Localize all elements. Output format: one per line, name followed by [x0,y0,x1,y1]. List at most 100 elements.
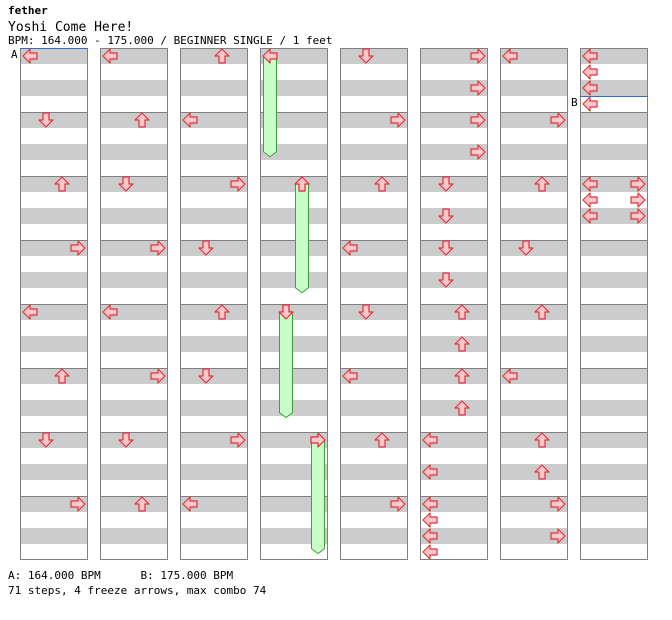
beat-band [100,464,168,480]
beat-band [180,208,248,224]
beat-band [500,464,568,480]
measure-line [260,432,328,433]
beat-band [420,272,488,288]
beat-band [100,528,168,544]
arrow-down-icon [118,432,134,448]
arrow-left-icon [22,304,38,320]
measure-line [100,368,168,369]
measure-line [20,304,88,305]
arrow-right-icon [230,176,246,192]
beat-band [20,176,88,192]
arrow-left-icon [422,528,438,544]
arrow-down-icon [198,368,214,384]
beat-band [500,48,568,64]
beat-band [420,240,488,256]
arrow-down-icon [38,432,54,448]
measure-line [500,432,568,433]
arrow-up-icon [534,432,550,448]
beat-band [20,368,88,384]
beat-band [420,368,488,384]
measure-line [340,176,408,177]
beat-band [580,496,648,512]
measure-line [180,176,248,177]
measure-line [100,496,168,497]
beat-band [100,368,168,384]
measure-line [180,112,248,113]
arrow-right-icon [310,432,326,448]
arrow-up-icon [454,336,470,352]
arrow-left-icon [422,432,438,448]
beat-band [100,304,168,320]
beat-band [180,432,248,448]
beat-band [580,336,648,352]
beat-band [20,80,88,96]
bpm-marker-label: B [571,96,578,109]
beat-band [500,176,568,192]
bpm-change-line [580,96,648,97]
beat-band [340,400,408,416]
arrow-left-icon [422,544,438,560]
beat-band [100,112,168,128]
arrow-right-icon [630,208,646,224]
beat-band [180,240,248,256]
beat-band [260,400,328,416]
arrow-right-icon [470,144,486,160]
measure-line [500,368,568,369]
beat-band [100,176,168,192]
arrow-right-icon [550,112,566,128]
artist-name: fether [8,4,48,17]
measure-line [500,176,568,177]
beat-band [580,304,648,320]
arrow-left-icon [342,240,358,256]
arrow-right-icon [470,48,486,64]
measure-line [100,432,168,433]
measure-line [340,304,408,305]
beat-band [260,272,328,288]
beat-band [180,464,248,480]
measure-line [260,496,328,497]
arrow-up-icon [454,368,470,384]
measure-line [340,368,408,369]
arrow-up-icon [214,304,230,320]
measure-line [180,432,248,433]
beat-band [100,240,168,256]
measure-line [580,240,648,241]
freeze-arrow-right [311,440,325,555]
song-title: Yoshi Come Here! [8,20,134,35]
beat-band [260,176,328,192]
measure-line [580,176,648,177]
beat-band [180,528,248,544]
freeze-arrow-up [295,184,309,294]
arrow-right-icon [470,112,486,128]
beat-band [340,176,408,192]
beat-band [340,144,408,160]
arrow-down-icon [38,112,54,128]
beat-band [580,208,648,224]
beat-band [20,528,88,544]
arrow-left-icon [422,496,438,512]
beat-band [500,368,568,384]
beat-band [180,304,248,320]
beat-band [580,464,648,480]
beat-band [420,112,488,128]
arrow-left-icon [502,368,518,384]
beat-band [260,336,328,352]
arrow-down-icon [118,176,134,192]
chart-column-6 [420,48,488,560]
measure-line [100,112,168,113]
arrow-right-icon [70,496,86,512]
measure-line [420,368,488,369]
measure-line [260,112,328,113]
column-frame [180,48,248,560]
arrow-up-icon [214,48,230,64]
beat-band [180,336,248,352]
beat-band [20,208,88,224]
chart-column-5 [340,48,408,560]
chart-stats: 71 steps, 4 freeze arrows, max combo 74 [8,584,267,597]
beat-band [100,272,168,288]
arrow-up-icon [454,400,470,416]
arrow-up-icon [534,176,550,192]
beat-band [340,304,408,320]
beat-band [340,272,408,288]
beat-band [340,336,408,352]
